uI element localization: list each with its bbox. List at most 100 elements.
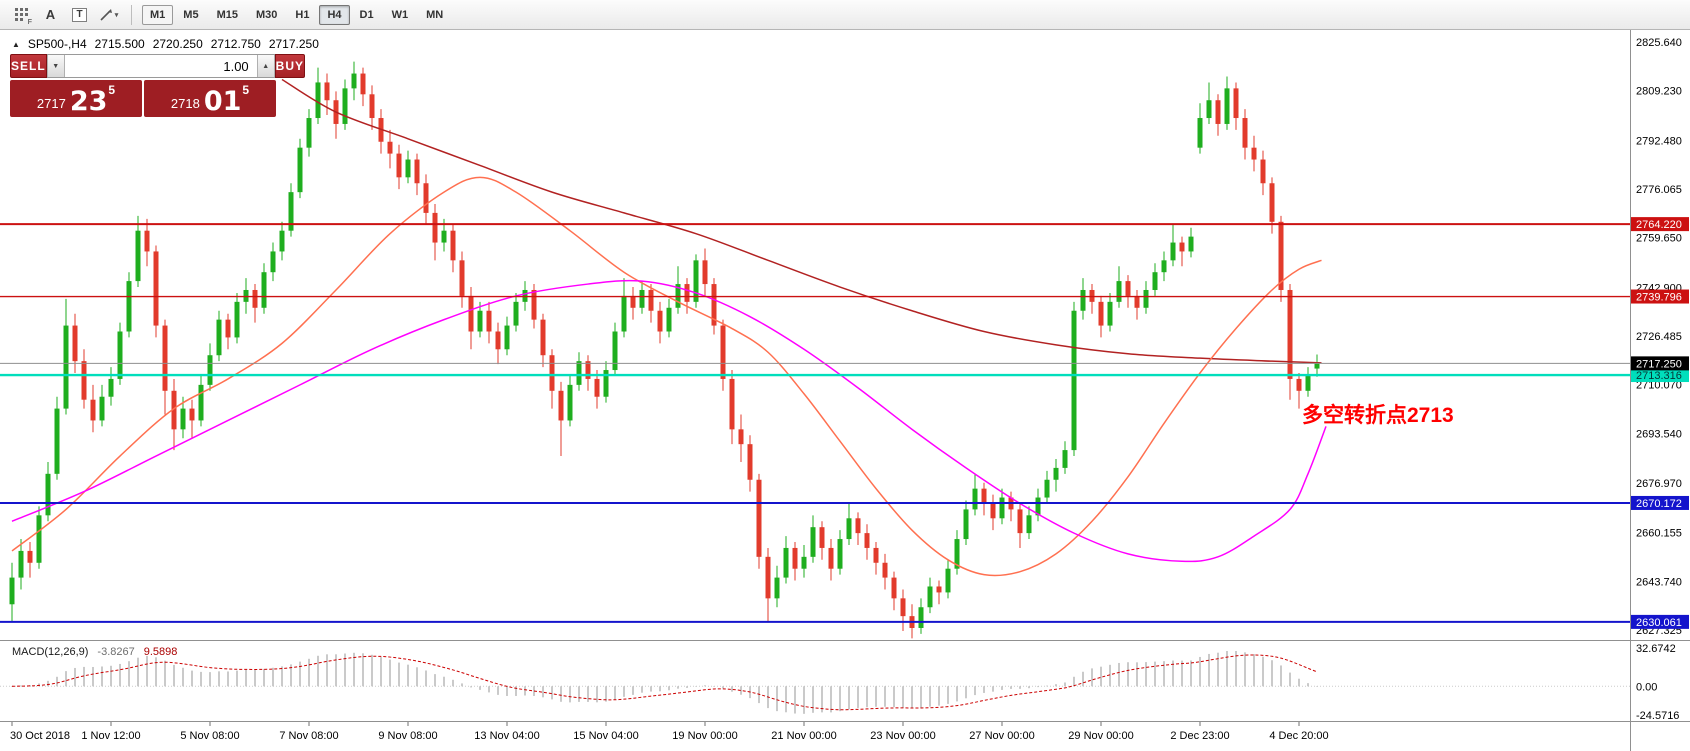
svg-text:2693.540: 2693.540 [1636, 429, 1682, 441]
svg-text:2710.070: 2710.070 [1636, 380, 1682, 392]
ohlc-close: 2717.250 [268, 37, 319, 51]
text-tool[interactable]: T [66, 4, 93, 26]
timeframe-H1[interactable]: H1 [295, 8, 310, 21]
macd-indicator [0, 650, 1630, 714]
horizontal-lines [0, 223, 1630, 623]
macd-indicator-label: MACD(12,26,9) -3.8267 9.5898 [12, 646, 177, 658]
buy-price-big: 01 [203, 86, 242, 117]
macd-signal-value: 9.5898 [143, 646, 178, 658]
macd-title: MACD(12,26,9) [12, 646, 89, 658]
svg-text:27 Nov 00:00: 27 Nov 00:00 [969, 730, 1034, 742]
svg-text:2713.316: 2713.316 [1636, 370, 1682, 382]
price-label-2739.796 [1631, 289, 1689, 304]
svg-text:2759.650: 2759.650 [1636, 233, 1682, 245]
timeframe-bar: M1 M5 M15 M30 H1 H4 D1 W1 MN [141, 4, 452, 25]
sell-button[interactable]: SELL [10, 54, 47, 78]
buy-price-sup: 5 [242, 83, 250, 97]
macd-main-value: -3.8267 [97, 646, 135, 658]
volume-increase-button[interactable]: ▲ [256, 55, 275, 77]
chart-ohlc-header: ▲ SP500-,H4 2715.500 2720.250 2712.750 2… [12, 37, 319, 51]
volume-decrease-button[interactable]: ▼ [46, 55, 65, 77]
svg-text:9 Nov 08:00: 9 Nov 08:00 [378, 730, 437, 742]
timeframe-M5[interactable]: M5 [183, 8, 199, 21]
macd-axis: 32.6742 0.00 -24.5716 [1636, 643, 1679, 722]
arrow-tool-label: A [45, 7, 56, 22]
svg-text:2809.230: 2809.230 [1636, 86, 1682, 98]
candlestick-series [9, 61, 1320, 639]
symbol-period: SP500-,H4 [27, 37, 87, 51]
svg-text:2726.485: 2726.485 [1636, 331, 1682, 343]
mid-ma-orange[interactable] [11, 176, 1322, 577]
current-price-label [1631, 356, 1689, 371]
svg-text:23 Nov 00:00: 23 Nov 00:00 [870, 730, 935, 742]
timeframe-D1[interactable]: D1 [359, 8, 374, 21]
moving-averages [11, 78, 1327, 577]
sell-price-small: 2717 [36, 96, 66, 111]
arrow-tool[interactable]: A [37, 4, 64, 26]
triangle-down-icon: ▼ [52, 62, 60, 70]
price-label-2630.061 [1631, 614, 1689, 629]
svg-text:0.00: 0.00 [1636, 681, 1657, 693]
toolbar: F A T ▾ M1 M5 M15 M30 H1 H4 D1 W1 MN [0, 0, 1690, 30]
svg-text:4 Dec 20:00: 4 Dec 20:00 [1269, 730, 1328, 742]
sell-price-display[interactable]: 2717 23 5 [10, 80, 142, 117]
chart-icon: ▲ [12, 39, 20, 49]
chart-canvas[interactable]: 2825.640 2809.230 2792.480 2776.065 2759.650… [0, 30, 1690, 751]
price-label-2670.172 [1631, 495, 1689, 510]
svg-text:2660.155: 2660.155 [1636, 528, 1682, 540]
chart-annotation[interactable]: 多空转折点2713 [1302, 404, 1454, 427]
grid-glyph [15, 8, 28, 21]
grid-icon-badge: F [27, 18, 32, 26]
draw-tool[interactable]: ▾ [95, 4, 122, 26]
svg-text:2764.220: 2764.220 [1636, 219, 1682, 231]
svg-text:-24.5716: -24.5716 [1636, 710, 1679, 722]
timeframe-M1[interactable]: M1 [142, 4, 174, 25]
timeframe-M30[interactable]: M30 [255, 8, 278, 21]
svg-text:2739.796: 2739.796 [1636, 292, 1682, 304]
buy-price-display[interactable]: 2718 01 5 [144, 80, 276, 117]
svg-text:21 Nov 00:00: 21 Nov 00:00 [771, 730, 836, 742]
toolbar-separator [131, 4, 132, 25]
draw-line-icon [100, 8, 112, 21]
svg-text:2630.061: 2630.061 [1636, 617, 1682, 629]
time-axis[interactable]: 30 Oct 2018 1 Nov 12:00 5 Nov 08:00 7 Nov 0… [10, 722, 1329, 742]
svg-text:1 Nov 12:00: 1 Nov 12:00 [81, 730, 140, 742]
price-axis[interactable]: 2825.640 2809.230 2792.480 2776.065 2759.650… [1631, 37, 1689, 637]
timeframe-H4[interactable]: H4 [319, 4, 350, 25]
triangle-up-icon: ▲ [262, 62, 270, 70]
svg-text:29 Nov 00:00: 29 Nov 00:00 [1068, 730, 1133, 742]
buy-button[interactable]: BUY [274, 54, 306, 78]
ohlc-high: 2720.250 [152, 37, 203, 51]
price-label-2764.220 [1631, 217, 1689, 232]
volume-spinner: ▼ ▲ [46, 54, 275, 78]
svg-text:2643.740: 2643.740 [1636, 576, 1682, 588]
svg-text:2792.480: 2792.480 [1636, 135, 1682, 147]
svg-text:15 Nov 04:00: 15 Nov 04:00 [573, 730, 638, 742]
svg-text:2776.065: 2776.065 [1636, 184, 1682, 196]
fast-ma-magenta[interactable] [11, 279, 1327, 563]
svg-text:32.6742: 32.6742 [1636, 643, 1676, 655]
svg-text:2717.250: 2717.250 [1636, 358, 1682, 370]
svg-text:2 Dec 23:00: 2 Dec 23:00 [1170, 730, 1229, 742]
svg-text:2670.172: 2670.172 [1636, 498, 1682, 510]
timeframe-W1[interactable]: W1 [391, 8, 409, 21]
sell-price-sup: 5 [108, 83, 116, 97]
svg-text:30 Oct 2018: 30 Oct 2018 [10, 730, 70, 742]
text-tool-label: T [72, 7, 87, 22]
timeframe-MN[interactable]: MN [426, 8, 444, 21]
chevron-down-icon: ▾ [114, 11, 119, 19]
buy-price-small: 2718 [170, 96, 200, 111]
ohlc-open: 2715.500 [94, 37, 145, 51]
svg-text:2676.970: 2676.970 [1636, 478, 1682, 490]
chart-svg[interactable]: 2825.640 2809.230 2792.480 2776.065 2759.650… [0, 30, 1690, 751]
slow-ma-red[interactable] [281, 78, 1322, 364]
volume-input[interactable] [64, 55, 257, 77]
svg-text:19 Nov 00:00: 19 Nov 00:00 [672, 730, 737, 742]
price-label-2713.316 [1631, 368, 1689, 383]
grid-icon[interactable]: F [8, 4, 35, 26]
timeframe-M15[interactable]: M15 [216, 8, 238, 21]
svg-text:13 Nov 04:00: 13 Nov 04:00 [474, 730, 539, 742]
macd-signal-line [11, 654, 1318, 711]
sell-price-big: 23 [69, 86, 108, 117]
